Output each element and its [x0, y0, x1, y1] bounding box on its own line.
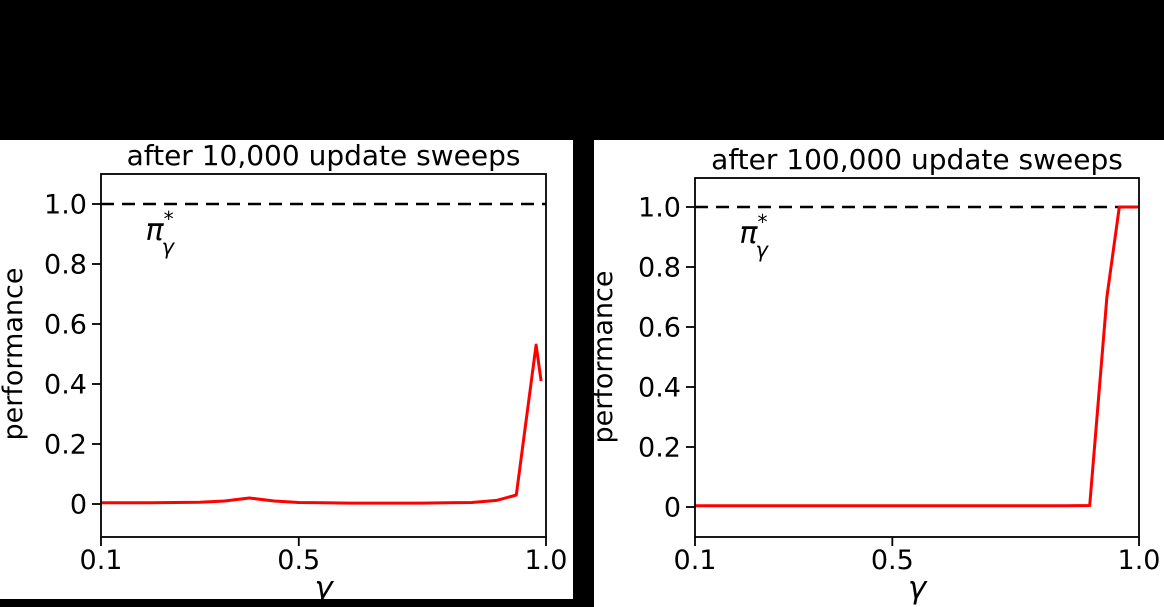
y-tick-label: 0.2 — [44, 430, 87, 461]
x-axis-label: γ — [314, 570, 334, 599]
axes-box — [694, 177, 1140, 538]
performance-curve — [695, 205, 1139, 508]
y-tick-label: 0.8 — [44, 250, 87, 281]
chart-title: after 10,000 update sweeps — [127, 140, 521, 172]
chart-svg: 0.1 0.5 1.0 0 0.2 0.4 0.6 0.8 1.0 after 10,000 up… — [0, 139, 568, 606]
chart-svg: 0.1 0.5 1.0 0 0.2 0.4 0.6 0.8 1.0 after 100,000 u… — [588, 143, 1161, 606]
optimal-policy-annotation: π* γ — [739, 210, 769, 262]
y-tick-label: 0.2 — [638, 433, 681, 464]
y-tick-label: 1.0 — [44, 190, 87, 221]
chart-panel-left: 0.1 0.5 1.0 0 0.2 0.4 0.6 0.8 1.0 after 10,000 up… — [0, 139, 573, 606]
x-tick-label: 0.5 — [277, 545, 320, 576]
y-tick-label: 0.8 — [638, 253, 681, 284]
center-divider-bar — [573, 0, 594, 607]
x-axis-label: γ — [908, 570, 928, 606]
y-tick-label: 0 — [70, 490, 87, 521]
x-tick-label: 1.0 — [525, 545, 568, 576]
annotation-subscript: γ — [162, 235, 176, 259]
optimal-policy-annotation: π* γ — [146, 207, 176, 259]
annotation-subscript: γ — [755, 238, 769, 262]
y-tick-label: 0.4 — [638, 373, 681, 404]
y-tick-label: 0.4 — [44, 370, 87, 401]
x-tick-label: 0.1 — [674, 545, 717, 576]
y-axis-label: performance — [594, 271, 619, 444]
bottom-left-black-bar — [0, 599, 573, 607]
performance-curve — [101, 343, 543, 505]
y-tick-label: 0.6 — [638, 313, 681, 344]
y-tick-label: 0 — [664, 493, 681, 524]
chart-panel-right: 0.1 0.5 1.0 0 0.2 0.4 0.6 0.8 1.0 after 100,000 u… — [588, 140, 1164, 607]
axes-box — [100, 173, 547, 538]
chart-title: after 100,000 update sweeps — [711, 143, 1123, 176]
annotation-superscript: * — [757, 210, 767, 234]
y-axis-label: performance — [0, 268, 29, 441]
x-tick-label: 1.0 — [1118, 545, 1161, 576]
y-tick-label: 0.6 — [44, 310, 87, 341]
x-tick-label: 0.5 — [871, 545, 914, 576]
x-tick-label: 0.1 — [80, 545, 123, 576]
y-tick-label: 1.0 — [638, 193, 681, 224]
annotation-superscript: * — [164, 207, 174, 231]
